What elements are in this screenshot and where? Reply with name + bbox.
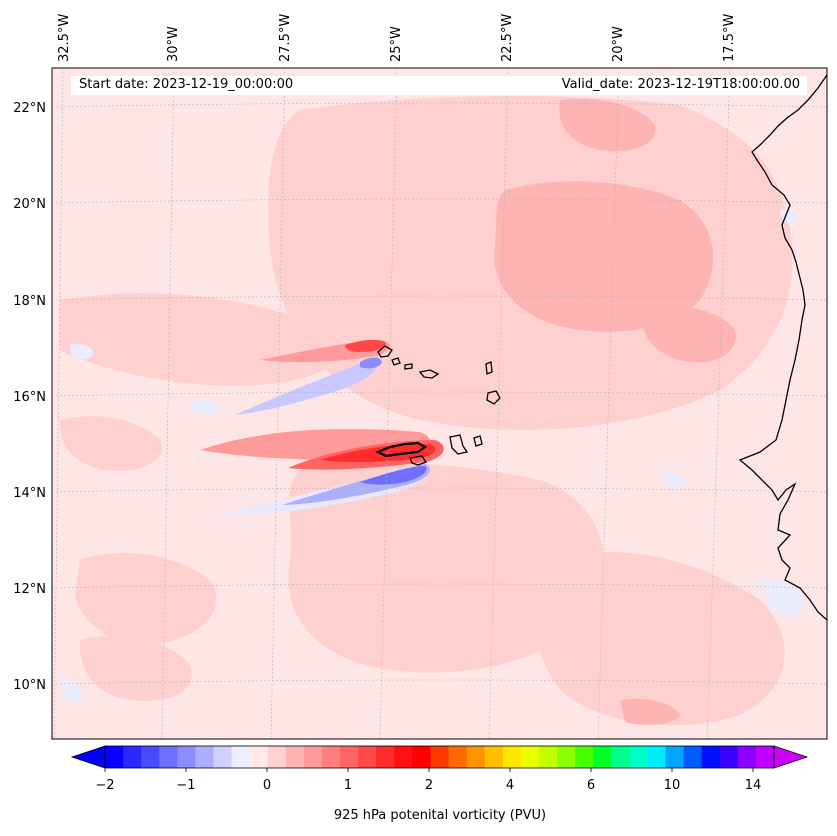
colorbar-tick-labels: −2 −1 0 1 2 4 6 10 14: [95, 778, 761, 793]
colorbar-tick-label: 1: [344, 778, 352, 793]
lat-label: 18°N: [13, 294, 46, 309]
lat-label: 16°N: [13, 390, 46, 405]
colorbar-extend-high: [773, 745, 809, 769]
colorbar-segment: [105, 746, 124, 768]
lat-label: 20°N: [13, 197, 46, 212]
lon-label: 20°W: [611, 26, 626, 62]
colorbar-segment: [611, 746, 630, 768]
lon-label: 27.5°W: [278, 14, 293, 62]
colorbar-segment: [231, 746, 251, 768]
colorbar-segment: [629, 746, 649, 768]
colorbar-tick-label: 10: [664, 778, 681, 793]
colorbar-segment: [141, 746, 160, 768]
colorbar-segments: [105, 746, 775, 768]
colorbar-segment: [683, 746, 703, 768]
lat-label: 14°N: [13, 486, 46, 501]
colorbar-tick-label: 4: [506, 778, 514, 793]
map-frame: [51, 67, 828, 740]
lat-label: 10°N: [13, 678, 46, 693]
colorbar-tick-label: 0: [263, 778, 271, 793]
colorbar-segment: [466, 746, 486, 768]
colorbar-ticks: [104, 768, 754, 772]
colorbar-segment: [665, 746, 685, 768]
latitude-labels: 22°N 20°N 18°N 16°N 14°N 12°N 10°N: [13, 101, 46, 693]
start-date-label: Start date: 2023-12-19_00:00:00: [79, 77, 294, 92]
lon-label: 30°W: [166, 26, 181, 62]
lon-label: 32.5°W: [57, 14, 72, 62]
colorbar-segment: [321, 746, 341, 768]
colorbar-segment: [448, 746, 468, 768]
colorbar-tick-label: −2: [95, 778, 114, 793]
colorbar-segment: [358, 746, 377, 768]
colorbar-tick-label: 14: [745, 778, 762, 793]
colorbar-segment: [484, 746, 504, 768]
colorbar-segment: [647, 746, 667, 768]
cabo-verde-islands: [375, 345, 501, 466]
colorbar-segment: [285, 746, 305, 768]
colorbar-segment: [755, 746, 775, 768]
colorbar-tick-label: 6: [587, 778, 595, 793]
lon-label: 22.5°W: [500, 14, 515, 62]
colorbar-frame: [104, 745, 775, 769]
colorbar-segment: [303, 746, 323, 768]
colorbar-segment: [575, 746, 594, 768]
colorbar-segment: [430, 746, 450, 768]
colorbar-segment: [593, 746, 612, 768]
colorbar-tick-label: 2: [425, 778, 433, 793]
colorbar-segment: [737, 746, 757, 768]
colorbar-segment: [412, 746, 432, 768]
colorbar-segment: [502, 746, 522, 768]
colorbar-segment: [177, 746, 196, 768]
colorbar-segment: [701, 746, 721, 768]
header-box: [71, 76, 807, 95]
colorbar-segment: [557, 746, 576, 768]
colorbar-segment: [213, 746, 233, 768]
pv-streak-north: [235, 339, 390, 415]
longitude-labels: 32.5°W 30°W 27.5°W 25°W 22.5°W 20°W 17.5…: [57, 14, 737, 62]
lat-label: 12°N: [13, 582, 46, 597]
valid-date-label: Valid_date: 2023-12-19T18:00:00.00: [561, 77, 800, 92]
colorbar-segment: [123, 746, 142, 768]
colorbar-segment: [267, 746, 287, 768]
colorbar-tick-label: −1: [176, 778, 195, 793]
lon-label: 25°W: [389, 26, 404, 62]
lon-label: 17.5°W: [722, 14, 737, 62]
colorbar-segment: [719, 746, 739, 768]
coastline-africa: [738, 74, 827, 621]
colorbar-segment: [394, 746, 413, 768]
colorbar-label: 925 hPa potenital vorticity (PVU): [333, 808, 547, 823]
graticule: [52, 68, 827, 739]
colorbar-extend-low: [70, 745, 106, 769]
colorbar-segment: [249, 746, 269, 768]
colorbar-segment: [159, 746, 178, 768]
lat-label: 22°N: [13, 101, 46, 116]
colorbar-segment: [376, 746, 395, 768]
pv-region-medium-positive: [494, 98, 736, 726]
colorbar-segment: [538, 746, 558, 768]
colorbar-segment: [195, 746, 215, 768]
map-area: [52, 68, 827, 739]
colorbar-segment: [520, 746, 540, 768]
pv-region-light-negative: [60, 208, 805, 702]
colorbar-segment: [340, 746, 359, 768]
colorbar: −2 −1 0 1 2 4 6 10 14: [70, 745, 809, 793]
